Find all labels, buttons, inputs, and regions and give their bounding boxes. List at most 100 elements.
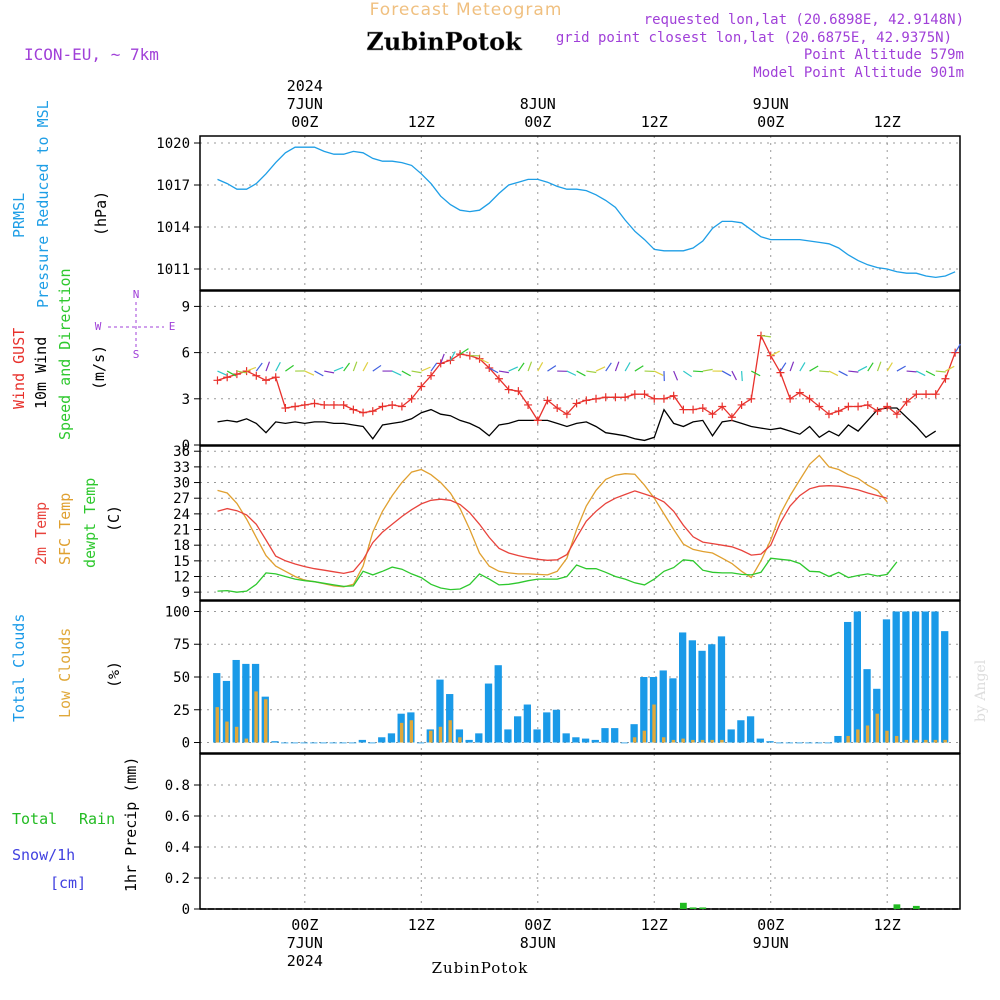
total-cloud-bar [805,742,813,744]
total-cloud-bar [368,742,376,744]
total-cloud-bar [513,716,522,743]
tick-label-wind: 3 [182,392,190,408]
total-cloud-bar [552,709,561,743]
pressure-label-msl: Pressure Reduced to MSL [34,100,52,308]
wind-gust-point [679,405,688,414]
low-cloud-bar [681,738,685,743]
requested-coords: requested lon,lat (20.6898E, 42.9148N) [644,12,964,28]
total-cloud-bar [358,739,366,743]
wind-gust-point [776,368,785,377]
wind-gust-point [640,390,649,399]
wind-direction-arrow [605,362,612,372]
wind-gust-point [562,410,571,419]
watermark: by Angel [973,659,989,722]
total-cloud-bar [941,631,949,743]
wind-gust-point [397,402,406,411]
wind-direction-arrow [925,370,936,377]
time-label-hour: 00Z [524,916,551,934]
pressure-label-prmsl: PRMSL [10,193,28,238]
wind-gust-point [310,399,319,408]
wind-gust-point [436,359,445,368]
wind-gust-point [611,393,620,402]
wind-direction-arrow [828,370,839,377]
total-cloud-bar [572,737,580,743]
total-cloud-bar [727,729,735,743]
wind-direction-arrow [819,370,830,373]
wind-gust-point [931,390,940,399]
wind-gust-point [407,394,416,403]
tick-label-pressure: 1014 [156,220,190,236]
total-cloud-bar [416,742,425,744]
wind-direction-arrow [343,362,351,372]
time-label-year: 2024 [287,77,323,95]
total-cloud-bar [387,733,396,743]
wind-direction-arrow [517,362,525,372]
wind-direction-arrow [352,361,358,372]
low-cloud-bar [875,713,879,743]
time-label-day: 7JUN [287,95,323,113]
tick-label-clouds: 75 [173,637,190,653]
wind-direction-arrow [935,370,946,373]
tick-label-temp: 9 [182,585,190,601]
tick-label-clouds: 25 [173,703,190,719]
compass-w: W [95,320,102,333]
low-cloud-bar [671,739,676,743]
wind-gust-point [368,407,377,416]
total-cloud-bar [562,733,570,743]
wind-direction-arrow [721,370,732,377]
total-cloud-bar [679,632,687,743]
wind-10m-line [217,407,937,442]
total-cloud-bar [378,737,386,743]
time-label-day: 7JUN [287,934,323,952]
wind-gust-point [650,394,659,403]
wind-direction-arrow [906,370,917,373]
wind-gust-point [747,394,756,403]
precip-rain-bar [912,905,920,909]
low-cloud-bar [215,707,219,743]
wind-direction-arrow [770,350,780,357]
wind-direction-arrow [421,366,431,372]
temp-2m-label: 2m Temp [32,502,50,565]
wind-direction-arrow [673,370,679,381]
footer-location: ZubinPotok [432,959,529,977]
wind-gust-point [494,374,503,383]
wind-gust-point [941,374,950,383]
wind-gust-point [805,394,814,403]
low-cloud-bar [710,739,714,743]
wind-gust-point [708,410,717,419]
low-cloud-bar [943,739,947,743]
wind-gust-point [320,400,329,409]
wind-gust-point [572,399,581,408]
wind-gust-point [242,367,251,376]
total-cloud-bar [785,742,794,744]
wind-gust-point [786,394,795,403]
tick-label-temp: 12 [173,570,190,586]
wind-direction-arrow [896,365,906,372]
wind-direction-arrow [314,370,324,377]
wind-direction-arrow [576,370,586,377]
wind-direction-arrow [246,366,257,372]
wind-gust-point [795,388,804,397]
panel-frame-precip [199,753,961,910]
low-cloud-bar [234,726,239,743]
wind-gust-point [815,402,824,411]
low-cloud-bar [642,730,647,743]
wind-gust-point [378,402,387,411]
total-cloud-bar [911,611,920,743]
total-cloud-bar [475,733,483,743]
total-cloud-bar [319,742,328,744]
total-cloud-bar [232,659,240,743]
time-label-year: 2024 [287,952,323,970]
time-label-day: 9JUN [753,95,789,113]
wind-direction-arrow [527,361,533,372]
model-name: ICON-EU, ~ 7km [24,45,159,64]
time-label-hour: 00Z [757,916,784,934]
low-cloud-bar [933,739,938,743]
wind-gust-point [689,405,698,414]
total-cloud-bar [339,742,347,744]
wind-direction-arrow [488,367,499,374]
total-cloud-bar [436,679,444,743]
tick-label-temp: 27 [173,491,190,507]
compass-e: E [169,320,176,333]
time-label-hour: 12Z [641,113,668,131]
